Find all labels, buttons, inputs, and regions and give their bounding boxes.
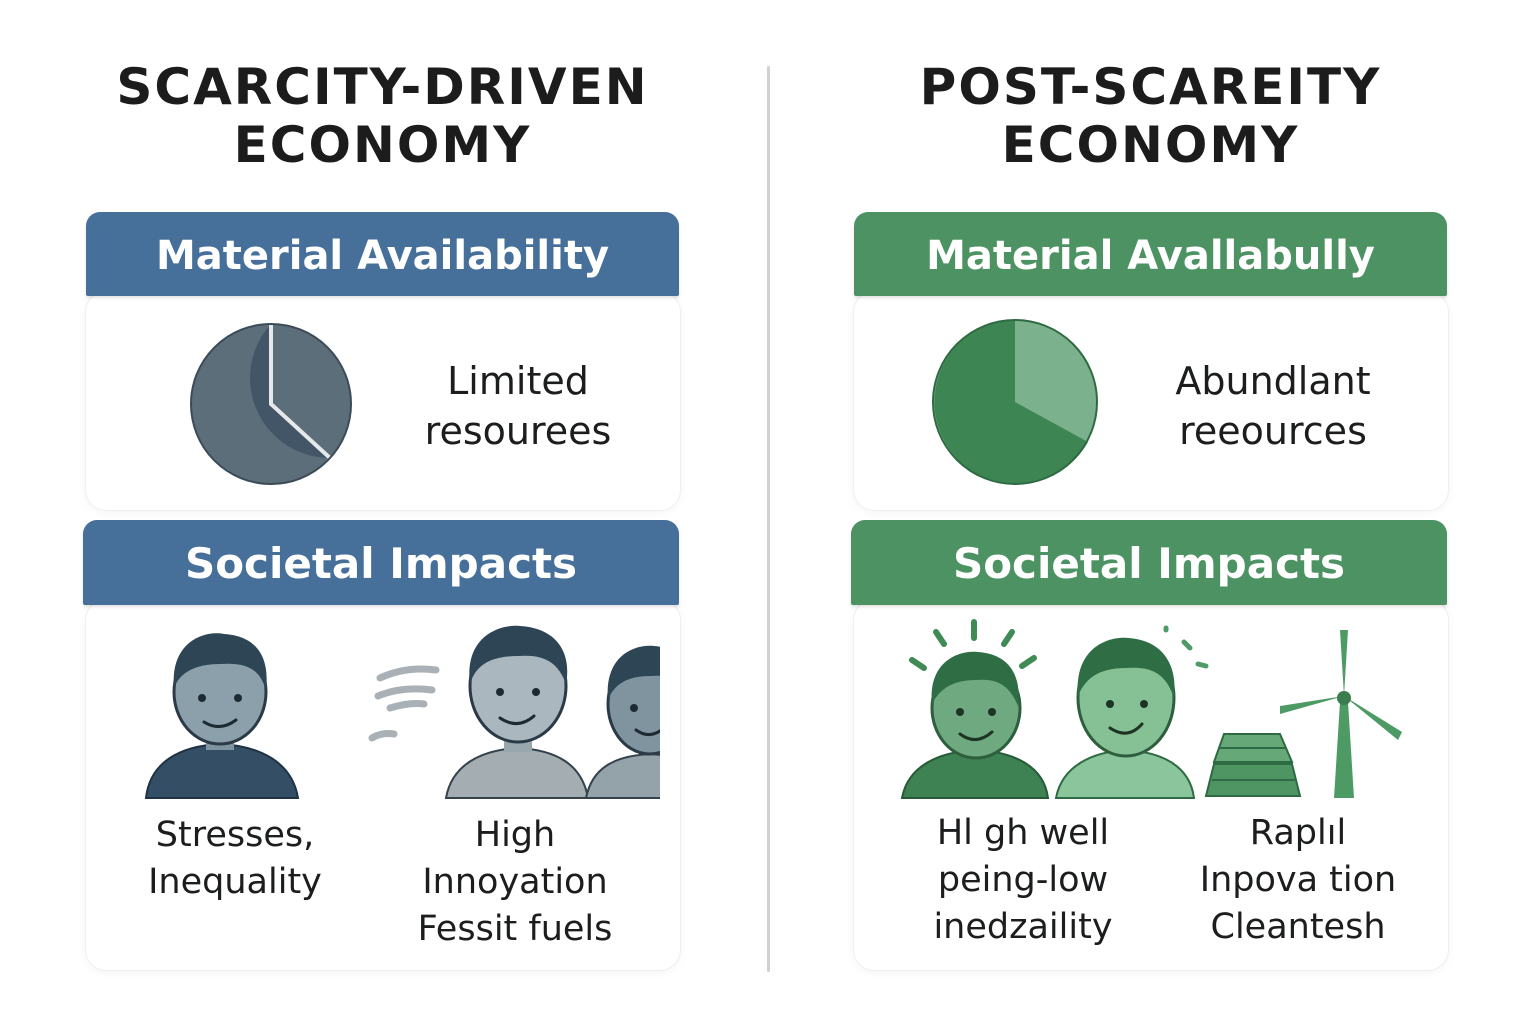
- title-line-1: SCARCITY-DRIVEN: [116, 58, 649, 116]
- impact-line: Stresses,: [155, 815, 315, 855]
- post-scarcity-scene: [900, 619, 1402, 799]
- societal-impacts-banner: Societal Impacts: [83, 520, 679, 605]
- title-line-2: ECONOMY: [233, 116, 532, 174]
- impact-line: peing-low: [937, 860, 1109, 900]
- smiling-person-icon: [444, 625, 590, 799]
- impact-line: inedzaility: [933, 907, 1113, 947]
- resource-line-1: Abundlant: [1175, 359, 1371, 403]
- smiling-person-icon: [1054, 625, 1209, 799]
- stressed-person-icon: [144, 633, 300, 799]
- scarcity-economy-title: SCARCITY-DRIVEN ECONOMY: [80, 58, 685, 174]
- impact-line: Raplıl: [1249, 813, 1347, 853]
- abundant-resources-label: Abundlant reeources: [1148, 356, 1398, 456]
- impact-line: Innoyation: [422, 862, 608, 902]
- material-availability-card: [86, 292, 680, 510]
- resource-line-2: resourees: [424, 409, 612, 453]
- column-divider: [767, 66, 770, 972]
- high-innovation-text: High Innoyation Fessit fuels: [380, 812, 650, 953]
- scarcity-economy-column: SCARCITY-DRIVEN ECONOMY Material Availab…: [80, 0, 685, 1024]
- wind-turbine-icon: [1280, 630, 1402, 798]
- societal-impacts-banner: Societal Impacts: [851, 520, 1447, 605]
- stress-lines-icon: [368, 665, 440, 742]
- stresses-inequality-text: Stresses, Inequality: [110, 812, 360, 906]
- material-availability-banner: Material Availability: [86, 212, 679, 296]
- impact-line: High: [474, 815, 556, 855]
- post-scarcity-economy-title: POST-SCAREITY ECONOMY: [848, 58, 1453, 174]
- impact-line: Cleantesh: [1210, 907, 1386, 947]
- pie-chart-icon: [932, 319, 1098, 485]
- impact-line: Inequality: [148, 862, 322, 902]
- title-line-1: POST-SCAREITY: [919, 58, 1382, 116]
- scarcity-people-scene: [144, 625, 660, 799]
- post-scarcity-economy-column: POST-SCAREITY ECONOMY Material Avallabul…: [848, 0, 1453, 1024]
- smiling-person-icon: [584, 645, 660, 799]
- impact-line: Inpova tion: [1199, 860, 1397, 900]
- title-line-2: ECONOMY: [1001, 116, 1300, 174]
- resource-line-2: reeources: [1179, 409, 1367, 453]
- pie-chart-icon: [190, 323, 352, 485]
- resource-line-1: Limited: [447, 359, 589, 403]
- solar-panel-icon: [1204, 733, 1302, 797]
- impact-line: Hl gh well: [936, 813, 1110, 853]
- material-availability-banner: Material Avallabully: [854, 212, 1447, 296]
- happy-person-icon: [900, 619, 1050, 799]
- high-wellbeing-text: Hl gh well peing-low inedzaility: [888, 810, 1158, 951]
- impact-line: Fessit fuels: [417, 909, 613, 949]
- limited-resources-label: Limited resourees: [398, 356, 638, 456]
- rapid-innovation-text: Raplıl Inpova tion Cleantesh: [1168, 810, 1428, 951]
